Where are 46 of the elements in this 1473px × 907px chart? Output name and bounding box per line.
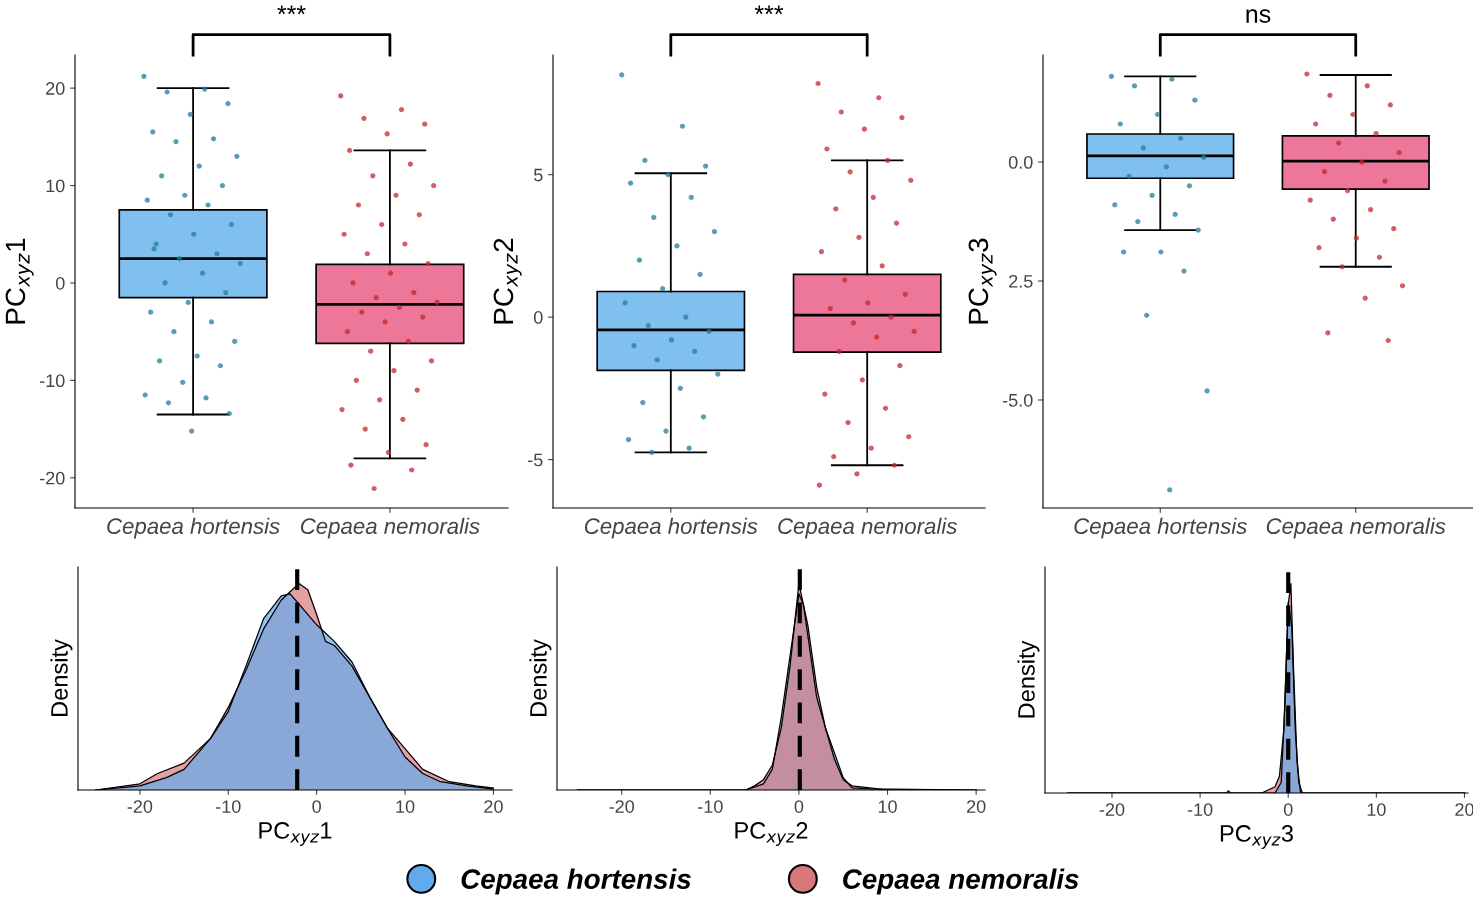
- y-tick-label: -20: [39, 471, 65, 485]
- x-tick-label: 20: [484, 800, 503, 813]
- y-tick-label: -5.0: [1002, 393, 1033, 407]
- x-tick-label: -20: [609, 800, 635, 813]
- x-tick-label: 20: [967, 800, 986, 813]
- y-axis-title: Density: [50, 639, 73, 716]
- y-tick-label: 2.5: [1009, 274, 1033, 288]
- x-tick-label: Cepaea hortensis: [107, 517, 280, 539]
- y-axis-title: PC$_{xyz}$1: [5, 238, 34, 324]
- x-tick-label: 0: [794, 800, 804, 813]
- y-tick-label: 0.0: [1008, 156, 1033, 169]
- text: ***: [277, 5, 306, 15]
- x-tick-label: -10: [216, 800, 241, 813]
- x-tick-label: Cepaea nemoralis: [778, 517, 957, 539]
- x-tick-label: 10: [878, 800, 897, 813]
- legend-label: Cepaea nemoralis: [843, 868, 1079, 895]
- x-tick-label: -20: [1099, 803, 1125, 816]
- x-axis-title: PC$_{xyz}$2: [735, 822, 808, 846]
- x-tick-label: 20: [1455, 803, 1473, 816]
- legend-label: Cepaea hortensis: [461, 868, 691, 895]
- x-axis-title: PC$_{xyz}$1: [259, 822, 332, 846]
- y-tick-label: -10: [39, 374, 65, 388]
- y-axis-title: PC$_{xyz}$2: [493, 238, 522, 324]
- x-tick-label: 0: [1283, 803, 1293, 816]
- y-axis-title: Density: [529, 639, 552, 716]
- x-tick-label: Cepaea hortensis: [1074, 517, 1247, 539]
- text: ns: [1246, 9, 1271, 23]
- y-tick-label: 5: [533, 168, 543, 182]
- x-axis-title: PC$_{xyz}$3: [1220, 825, 1293, 849]
- y-tick-label: -5: [528, 453, 543, 467]
- x-tick-label: 10: [1367, 803, 1386, 816]
- x-tick-label: 10: [396, 800, 415, 813]
- x-tick-label: Cepaea hortensis: [584, 517, 758, 539]
- y-tick-label: 0: [55, 276, 65, 290]
- x-tick-label: 0: [312, 800, 321, 813]
- x-tick-label: Cepaea nemoralis: [300, 517, 480, 539]
- x-tick-label: Cepaea nemoralis: [1266, 517, 1446, 539]
- y-axis-title: Density: [1017, 640, 1040, 718]
- text: ***: [754, 5, 784, 15]
- y-axis-title: PC$_{xyz}$3: [968, 238, 997, 324]
- y-tick-label: 10: [46, 179, 65, 193]
- y-tick-label: 0: [533, 311, 543, 324]
- y-tick-label: 20: [46, 82, 65, 95]
- x-tick-label: -20: [127, 800, 153, 813]
- x-tick-label: -10: [1187, 803, 1213, 816]
- x-tick-label: -10: [698, 800, 723, 813]
